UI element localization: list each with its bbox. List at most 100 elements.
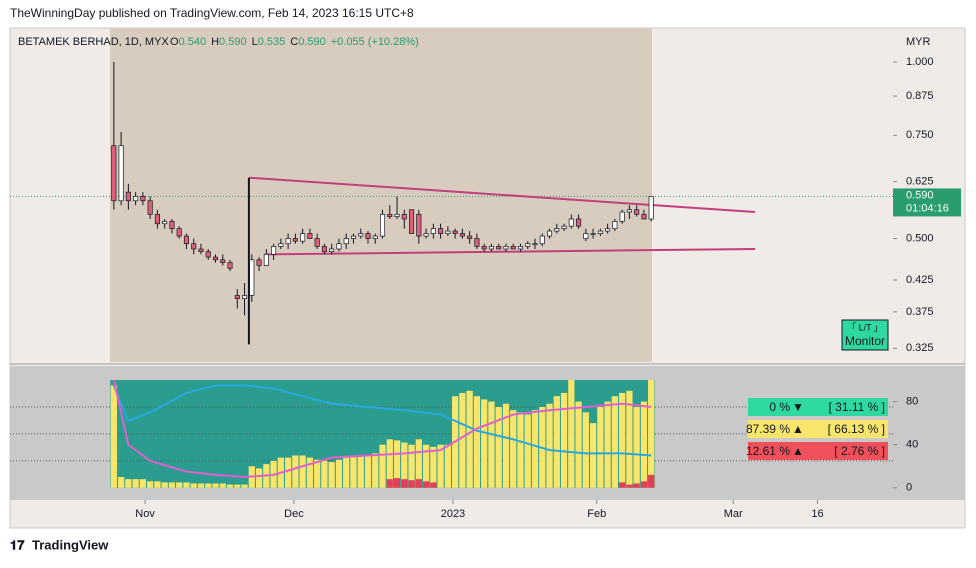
indicator-bar (161, 482, 168, 488)
indicator-bar (132, 479, 139, 488)
candle-body (227, 262, 233, 269)
indicator-bar (408, 444, 415, 488)
candle-body (488, 246, 494, 250)
x-tick-label: Nov (135, 508, 155, 520)
currency: MYR (906, 36, 931, 48)
y-tick-label: 0.425 (906, 274, 934, 286)
candle-body (183, 235, 189, 245)
ohlc-value: 0.590 (219, 36, 247, 48)
indicator-bar (604, 401, 611, 488)
candle-body (452, 230, 458, 234)
ohlc-key: O (170, 36, 179, 48)
candle-body (111, 145, 117, 202)
candle-body (336, 243, 342, 250)
candle-body (459, 233, 465, 237)
monitor-label: Monitor (845, 334, 885, 348)
candle-body (576, 218, 582, 227)
ohlc-legend: O0.540 H0.590 L0.535 C0.590 +0.055 (+10.28%) (170, 36, 419, 48)
indicator-bar (495, 406, 502, 488)
candle-body (249, 259, 255, 296)
candle-body (307, 233, 313, 239)
indicator-bar (219, 483, 226, 488)
candle-body (394, 213, 400, 217)
candle-body (503, 246, 509, 250)
candle-body (147, 200, 153, 215)
indicator-bar (314, 459, 321, 488)
indicator-bar (582, 412, 589, 488)
y-tick-label: 0 (906, 482, 912, 494)
indicator-bar (640, 401, 648, 488)
candle-body (532, 243, 538, 246)
candle-body (568, 218, 574, 227)
badge-arrow: ▲ (792, 444, 804, 458)
y-tick-label: 0.875 (906, 90, 934, 102)
candle-body (365, 233, 371, 239)
indicator-bar (619, 392, 626, 488)
candle-body (438, 228, 444, 234)
candle-body (481, 246, 487, 250)
candle-body (648, 196, 654, 220)
candle-body (154, 213, 160, 225)
badge-ref: [ 2.76 % ] (834, 444, 885, 458)
indicator-bar (357, 455, 364, 488)
indicator-bar (139, 479, 147, 488)
indicator-bar (430, 446, 437, 488)
indicator-bar (560, 392, 568, 488)
candle-body (517, 246, 524, 250)
y-tick-label: 0.325 (906, 342, 934, 354)
candle-body (271, 246, 277, 255)
ohlc-key: C (290, 36, 298, 48)
candle-body (525, 243, 531, 247)
candle-body (423, 233, 429, 237)
y-tick-label: 1.000 (906, 56, 934, 68)
badge (748, 420, 888, 438)
y-tick-label: 0.500 (906, 232, 934, 244)
candle-body (547, 230, 553, 237)
indicator-bar (633, 406, 640, 488)
candle-body (220, 259, 226, 263)
candle-body (430, 228, 436, 234)
indicator-bar (386, 479, 393, 488)
candle-body (416, 213, 422, 237)
candle-body (140, 196, 146, 202)
indicator-bar (444, 444, 451, 488)
candle-body (169, 221, 175, 229)
candle-body (612, 221, 618, 229)
monitor-box[interactable] (841, 319, 889, 351)
indicator-bar (597, 406, 604, 488)
ohlc-value: 0.535 (258, 36, 286, 48)
indicator-bar (401, 442, 408, 488)
indicator-bar (553, 396, 560, 488)
indicator-bar (466, 390, 473, 488)
indicator-bar (640, 481, 648, 488)
indicator-bar (415, 479, 422, 488)
indicator-bar (147, 481, 154, 488)
indicator-bar (531, 410, 539, 488)
logo: 𝟏𝟕 (10, 537, 25, 552)
candle-body (510, 246, 516, 250)
indicator-bar (386, 439, 393, 488)
indicator-line (112, 384, 652, 457)
change: +0.055 (+10.28%) (331, 36, 419, 48)
indicator-bar (393, 440, 401, 488)
indicator-bar (350, 455, 357, 488)
candle-body (285, 238, 291, 245)
candle-body (350, 235, 356, 239)
indicator-bar (568, 380, 575, 488)
candle-body (256, 259, 262, 266)
candle-body (409, 209, 415, 234)
badge-value: 87.39 % (746, 422, 790, 436)
indicator-bar (589, 423, 597, 488)
indicator-bar (205, 483, 212, 488)
indicator-bar (176, 482, 183, 488)
indicator-bar (328, 461, 335, 488)
indicator-bar (183, 482, 190, 488)
indicator-bar (648, 380, 655, 488)
badge (748, 398, 888, 416)
indicator-bar (401, 479, 408, 488)
candle-body (176, 228, 182, 237)
candle-body (234, 295, 240, 299)
candle-body (634, 209, 640, 215)
trendline (264, 247, 756, 256)
